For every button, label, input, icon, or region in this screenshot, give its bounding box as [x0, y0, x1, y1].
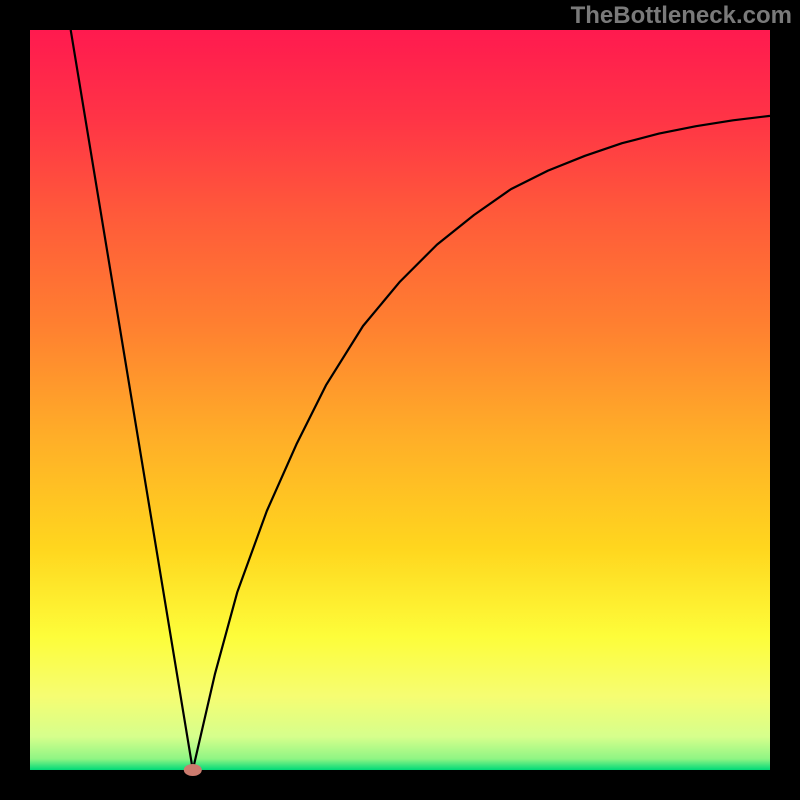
chart-svg	[0, 0, 800, 800]
watermark-text: TheBottleneck.com	[571, 2, 792, 30]
chart-root: TheBottleneck.com	[0, 0, 800, 800]
plot-area-gradient	[30, 30, 770, 770]
vertex-marker	[184, 764, 202, 776]
